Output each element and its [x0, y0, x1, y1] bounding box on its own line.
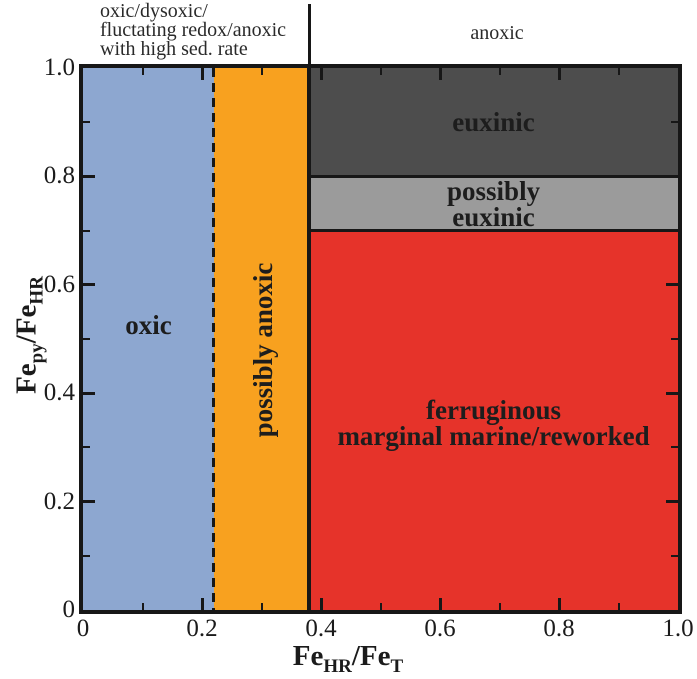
- y-tick-left: [83, 391, 95, 395]
- x-tick-top: [260, 68, 263, 75]
- euxinic-boundary-line: [309, 174, 678, 178]
- region-label-possibly-anoxic: possibly anoxic: [247, 262, 278, 438]
- x-tick-label: 0.6: [424, 615, 456, 642]
- y-axis-title: Fepy/FeHR: [10, 276, 48, 394]
- y-tick-right: [671, 338, 678, 340]
- region-euxinic: [309, 68, 678, 177]
- y-tick-label: 0: [62, 596, 76, 623]
- plot-inner: [83, 68, 678, 610]
- x-tick-label: 1.0: [662, 615, 694, 642]
- x-tick-top: [498, 68, 501, 75]
- y-tick-right: [671, 554, 678, 557]
- x-tick-top: [438, 68, 442, 80]
- y-tick-right: [671, 229, 678, 232]
- plot-area: [79, 64, 682, 614]
- x-tick-bottom: [379, 603, 382, 610]
- x-tick-bottom: [438, 598, 442, 610]
- possibly-euxinic-boundary-line: [309, 229, 678, 233]
- x-tick-bottom: [260, 603, 263, 610]
- y-tick-right: [666, 500, 678, 504]
- y-tick-label: 0.8: [43, 162, 75, 190]
- y-tick-label: 1.0: [43, 54, 75, 81]
- x-tick-bottom: [498, 603, 501, 610]
- x-axis-title: FeHR/FeT: [292, 640, 404, 677]
- y-tick-label: 0.2: [43, 487, 75, 515]
- region-possibly-anoxic: [213, 68, 310, 610]
- y-tick-left: [83, 446, 90, 449]
- y-tick-left: [83, 283, 95, 287]
- top-right-annotation: anoxic: [470, 22, 524, 44]
- y-tick-right: [671, 446, 678, 449]
- x-tick-label: 0.2: [186, 615, 218, 642]
- y-tick-label: 0.6: [43, 270, 75, 298]
- region-label-ferruginous-marginal-marine-reworked: ferruginous marginal marine/reworked: [337, 395, 650, 451]
- x-tick-label: 0.4: [305, 615, 337, 642]
- x-tick-bottom: [617, 603, 620, 610]
- y-tick-left: [83, 500, 95, 504]
- y-tick-left: [83, 174, 95, 178]
- y-tick-label: 0.4: [43, 379, 75, 407]
- x-tick-bottom: [557, 598, 561, 610]
- x-tick-top: [557, 68, 561, 80]
- oxic-possibly-anoxic-dashed-line: [212, 68, 216, 610]
- y-tick-left: [83, 338, 90, 340]
- x-tick-label: 0.8: [543, 615, 575, 642]
- x-tick-top: [141, 68, 144, 75]
- x-tick-bottom: [141, 603, 144, 610]
- region-label-euxinic: euxinic: [452, 107, 535, 138]
- region-ferruginous-marginal-marine-reworked: [309, 230, 678, 610]
- region-label-oxic: oxic: [125, 310, 172, 341]
- y-tick-left: [83, 229, 90, 232]
- top-left-annotation: oxic/dysoxic/fluctating redox/anoxic with…: [100, 0, 287, 60]
- y-tick-left: [83, 121, 90, 124]
- x-tick-top: [200, 68, 204, 80]
- x-tick-bottom: [200, 598, 204, 610]
- y-tick-right: [666, 174, 678, 178]
- y-tick-right: [671, 121, 678, 124]
- y-tick-right: [666, 391, 678, 395]
- x-tick-top: [379, 68, 382, 75]
- x-tick-top: [617, 68, 620, 75]
- y-tick-left: [83, 554, 90, 557]
- x-tick-label: 0: [76, 615, 90, 642]
- x-tick-top: [319, 68, 323, 80]
- top-separator-line: [307, 4, 311, 68]
- y-tick-right: [666, 283, 678, 287]
- region-possibly-euxinic: [309, 176, 678, 231]
- region-label-possibly-euxinic: possibly euxinic: [447, 175, 541, 232]
- x-tick-bottom: [319, 598, 323, 610]
- anoxic-boundary-line: [307, 68, 312, 610]
- region-oxic: [83, 68, 214, 610]
